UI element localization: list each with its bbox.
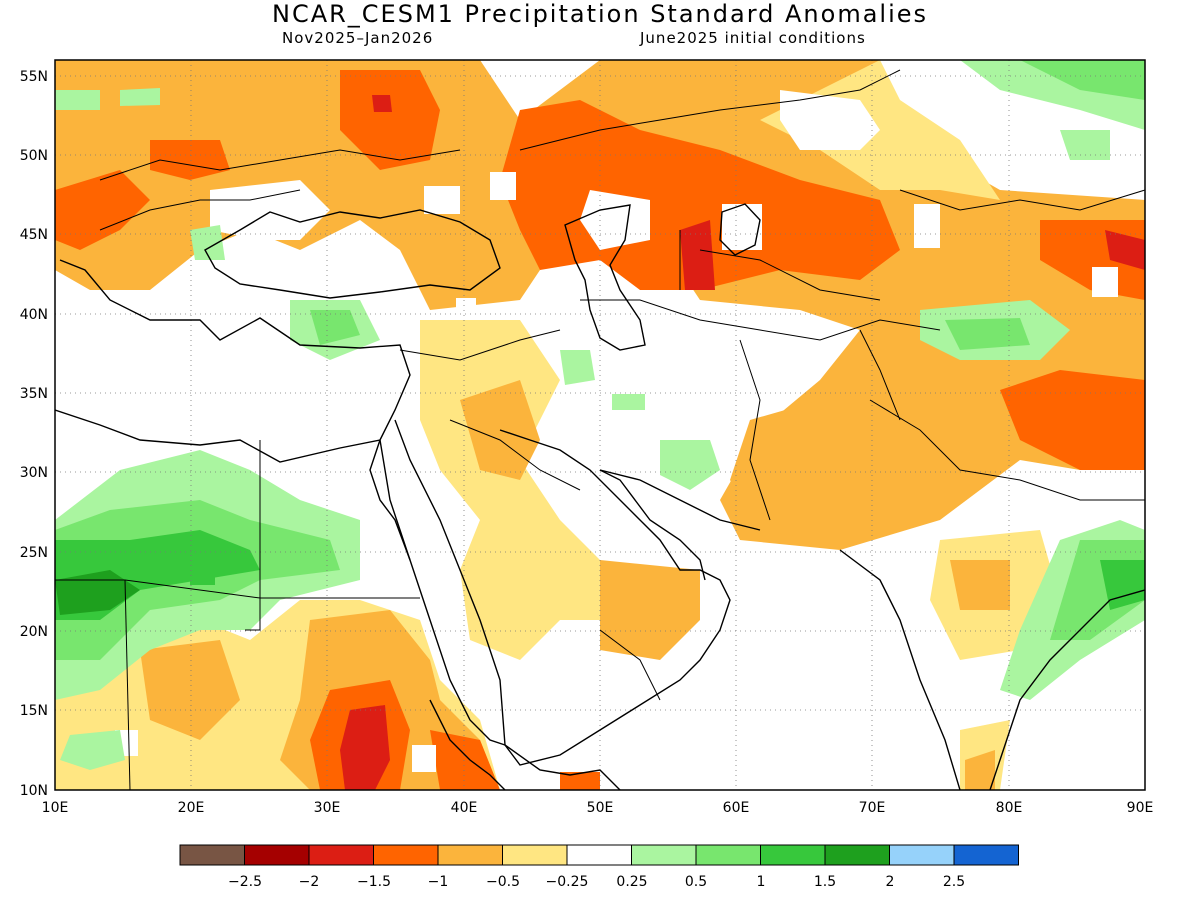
- lon-label: 60E: [723, 800, 750, 816]
- lon-label: 90E: [1127, 800, 1154, 816]
- lon-label: 10E: [42, 800, 69, 816]
- lat-label: 40N: [20, 307, 48, 323]
- lon-label: 40E: [451, 800, 478, 816]
- color-legend: [179, 844, 1019, 866]
- legend-swatch: [824, 844, 890, 866]
- lon-axis: 10E 20E 30E 40E 50E 60E 70E 80E 90E: [42, 800, 1154, 816]
- legend-swatch: [179, 844, 245, 866]
- legend-label: 1: [757, 874, 766, 890]
- legend-swatch: [437, 844, 503, 866]
- map-title: NCAR_CESM1 Precipitation Standard Anomal…: [271, 0, 929, 28]
- lat-label: 55N: [20, 69, 48, 85]
- lon-label: 20E: [178, 800, 205, 816]
- legend-swatch: [760, 844, 826, 866]
- legend-label: −1.5: [357, 874, 391, 890]
- lat-label: 20N: [20, 624, 48, 640]
- borders: [55, 69, 1145, 790]
- gridlines: [55, 60, 1145, 790]
- legend-label: 0.5: [685, 874, 707, 890]
- legend-label: −2.5: [228, 874, 262, 890]
- legend-swatch: [695, 844, 761, 866]
- lat-label: 15N: [20, 703, 48, 719]
- legend-swatch: [953, 844, 1019, 866]
- lat-label: 25N: [20, 545, 48, 561]
- lat-label: 45N: [20, 227, 48, 243]
- legend-label: 1.5: [814, 874, 836, 890]
- legend-labels: −2.5 −2 −1.5 −1 −0.5 −0.25 0.25 0.5 1 1.…: [228, 874, 965, 890]
- legend-label: −0.25: [546, 874, 589, 890]
- legend-swatch: [308, 844, 374, 866]
- legend-swatch: [566, 844, 632, 866]
- lat-label: 10N: [20, 783, 48, 799]
- coastlines: [55, 203, 1145, 790]
- forecast-period: Nov2025–Jan2026: [282, 29, 434, 47]
- legend-label: −0.5: [486, 874, 520, 890]
- legend-swatch: [502, 844, 568, 866]
- initial-conditions: June2025 initial conditions: [640, 29, 866, 47]
- lat-label: 30N: [20, 465, 48, 481]
- lon-label: 30E: [314, 800, 341, 816]
- legend-label: −2: [299, 874, 320, 890]
- lon-label: 80E: [996, 800, 1023, 816]
- legend-swatch: [244, 844, 310, 866]
- plot-frame: [54, 59, 1146, 791]
- lat-axis: 55N 50N 45N 40N 35N 30N 25N 20N 15N 10N: [20, 69, 48, 799]
- lat-label: 50N: [20, 148, 48, 164]
- legend-swatch: [889, 844, 955, 866]
- legend-label: 2.5: [943, 874, 965, 890]
- legend-swatch: [631, 844, 697, 866]
- legend-label: 0.25: [616, 874, 647, 890]
- lon-label: 70E: [859, 800, 886, 816]
- lat-label: 35N: [20, 386, 48, 402]
- legend-label: 2: [886, 874, 895, 890]
- legend-label: −1: [428, 874, 449, 890]
- legend-swatch: [373, 844, 439, 866]
- lon-label: 50E: [587, 800, 614, 816]
